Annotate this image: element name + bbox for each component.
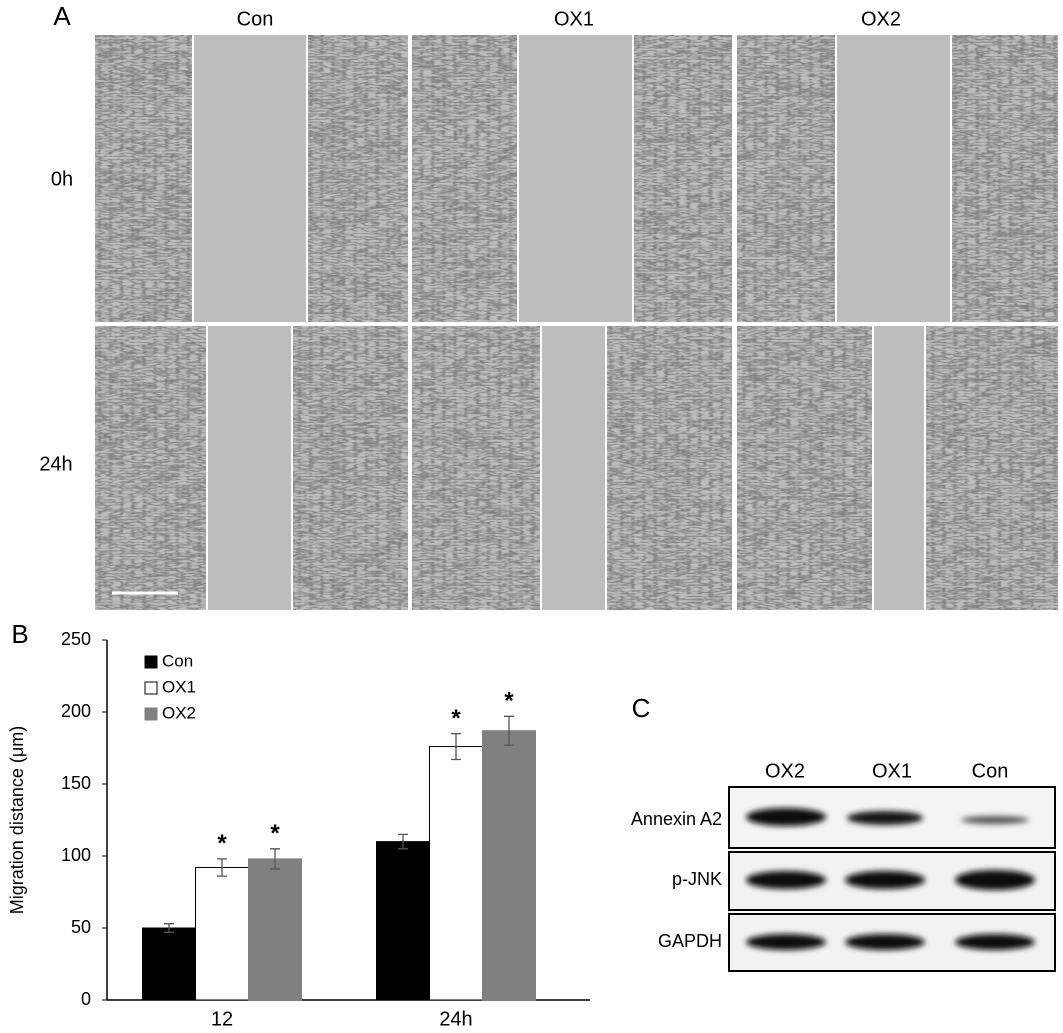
bar [195, 867, 249, 1001]
cell-texture [633, 35, 732, 322]
bar [429, 746, 483, 1001]
bar [248, 858, 302, 1001]
band [746, 934, 826, 950]
panel-label: B [11, 619, 28, 649]
western-blot: OX2 OX1 Con Annexin A2 p-JNK GAPDH [631, 760, 1056, 972]
y-tick-label: 50 [71, 917, 91, 937]
row-label: 24h [39, 453, 72, 475]
band [961, 816, 1029, 824]
band [847, 811, 923, 825]
legend-swatch [144, 707, 158, 721]
cell-texture [307, 35, 408, 322]
cell-texture [737, 35, 836, 322]
error-bar [270, 848, 280, 870]
column-label: OX1 [554, 8, 594, 30]
band [845, 871, 925, 889]
panel-label: A [53, 1, 71, 31]
bar [142, 927, 196, 1001]
cell-texture [925, 326, 1058, 610]
protein-label: p-JNK [672, 869, 722, 889]
legend-label: OX2 [162, 703, 196, 722]
band [845, 934, 925, 950]
cell-texture [606, 326, 732, 610]
cell-texture [412, 35, 518, 322]
cell-texture [95, 35, 193, 322]
protein-label: GAPDH [658, 931, 722, 951]
y-tick-label: 100 [61, 845, 91, 865]
error-bar [217, 858, 227, 877]
lane-label: OX1 [872, 760, 912, 782]
bar-chart: 0 50 100 150 200 250 Migration distance (μm) 12… [7, 629, 590, 1030]
cell-texture [95, 326, 207, 610]
y-tick-label: 150 [61, 773, 91, 793]
cell-texture [412, 326, 541, 610]
legend-swatch [144, 655, 158, 669]
cell-texture [737, 326, 873, 610]
legend-label: Con [162, 651, 193, 670]
column-label: OX2 [861, 8, 901, 30]
band [746, 871, 826, 889]
y-tick-label: 250 [61, 629, 91, 649]
lane-label: OX2 [765, 760, 805, 782]
y-tick-label: 200 [61, 701, 91, 721]
band [746, 808, 826, 826]
legend-label: OX1 [162, 677, 196, 696]
band [955, 870, 1035, 890]
error-bar [398, 833, 408, 850]
band [955, 934, 1035, 950]
significance-mark: * [217, 830, 227, 857]
column-label: Con [237, 8, 274, 30]
significance-mark: * [451, 705, 461, 732]
wound-images [95, 35, 1058, 610]
error-bar [164, 923, 174, 933]
y-axis-title: Migration distance (μm) [7, 726, 27, 914]
x-tick-label: 24h [439, 1008, 472, 1030]
panel-label: C [632, 693, 651, 723]
cell-texture [292, 326, 408, 610]
cell-texture [951, 35, 1058, 322]
protein-label: Annexin A2 [631, 809, 722, 829]
legend-swatch [144, 681, 158, 695]
error-bar [451, 732, 461, 761]
significance-mark: * [270, 820, 280, 847]
bar [482, 730, 536, 1001]
row-label: 0h [51, 168, 73, 190]
lane-label: Con [972, 760, 1009, 782]
error-bar [504, 715, 514, 746]
y-tick-label: 0 [81, 989, 91, 1009]
significance-mark: * [504, 688, 514, 715]
bar [376, 841, 430, 1001]
x-tick-label: 12 [211, 1008, 233, 1030]
